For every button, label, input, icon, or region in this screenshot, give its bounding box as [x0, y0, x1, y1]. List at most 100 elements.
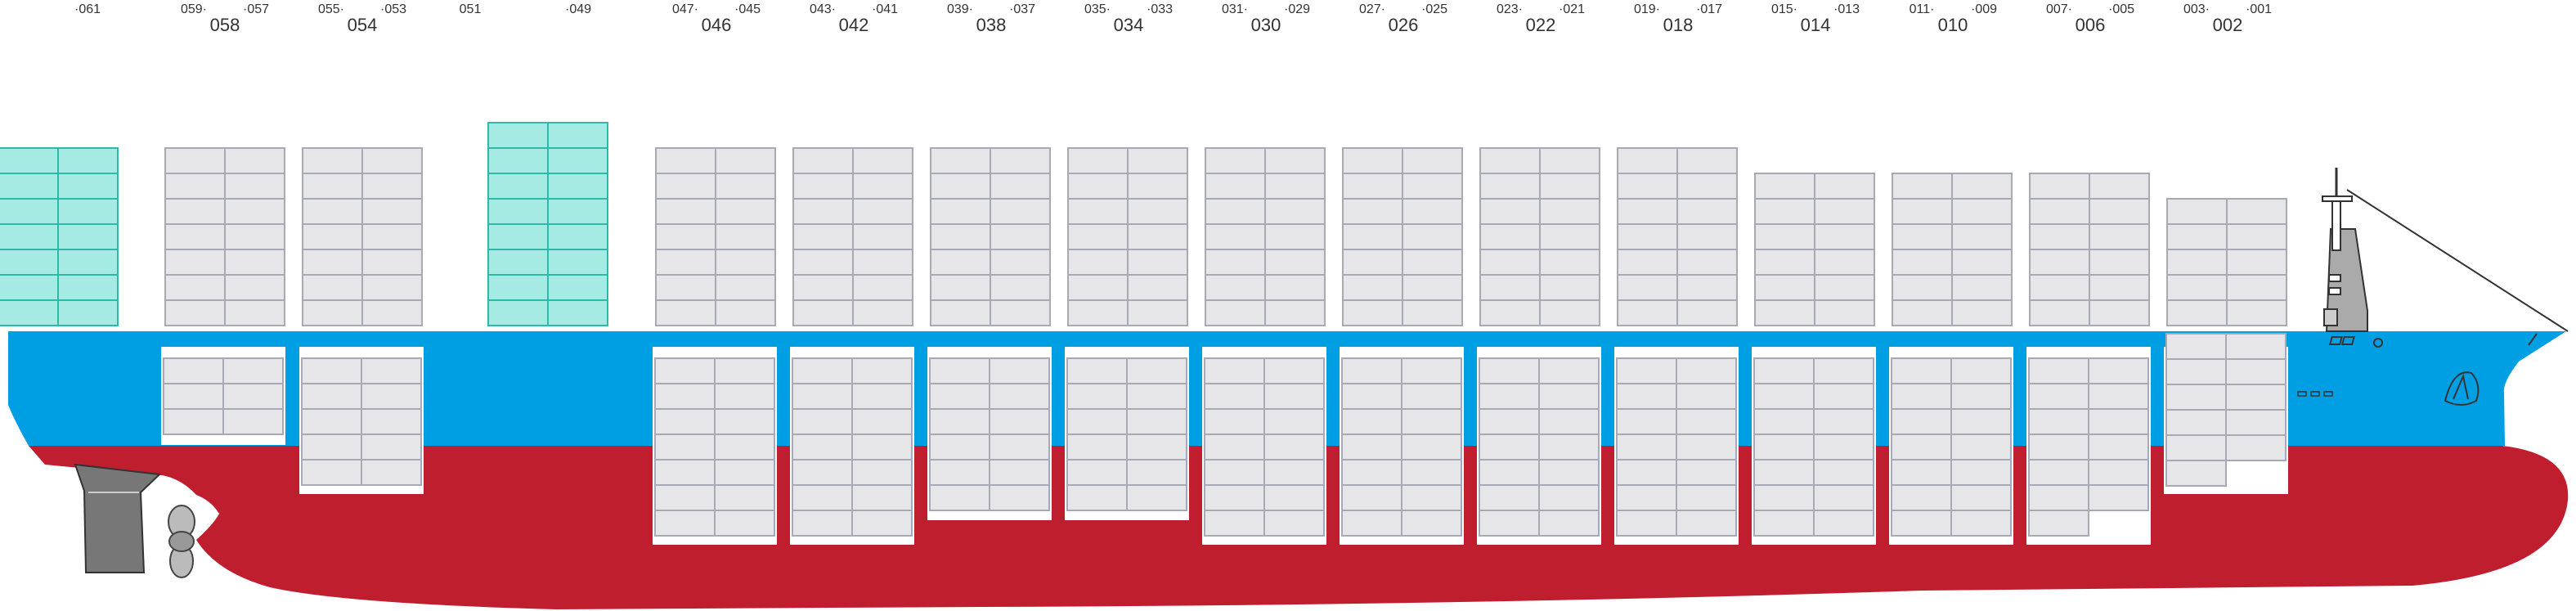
hold-container-042-t4-c2 [851, 434, 913, 460]
hold-container-038-t3-c1 [929, 408, 990, 435]
hold-container-002-t1-c1 [2165, 333, 2227, 360]
deck-container-002-t1-c2 [2226, 299, 2287, 326]
deck-container-046-t2-c1 [655, 274, 716, 301]
hold-container-042-t5-c2 [851, 459, 913, 486]
hold-container-006-t5-c1 [2028, 459, 2089, 486]
hold-container-014-t7-c2 [1813, 510, 1874, 537]
deck-container-022-t2-c2 [1539, 274, 1600, 301]
deck-container-042-t6-c2 [852, 173, 913, 200]
bay-label-025: ·025 [1420, 2, 1448, 16]
hold-container-042-t2-c1 [792, 383, 853, 410]
bay-label-007: 007· [2045, 2, 2073, 16]
deck-container-026-t7-c1 [1342, 147, 1403, 174]
deck-container-022-t1-c2 [1539, 299, 1600, 326]
deck-container-010-t4-c2 [1951, 223, 2013, 250]
hold-container-006-t6-c1 [2028, 484, 2089, 511]
deck-container-034-t1-c1 [1067, 299, 1129, 326]
deck-container-006-t2-c2 [2089, 274, 2150, 301]
hold-container-038-t5-c2 [989, 459, 1050, 486]
deck-container-061-t2-c1 [0, 274, 59, 301]
hold-container-010-t2-c2 [1950, 383, 2012, 410]
hold-container-014-t4-c2 [1813, 434, 1874, 460]
deck-container-054-t1-c1 [302, 299, 363, 326]
deck-container-006-t2-c1 [2029, 274, 2090, 301]
hold-container-034-t1-c2 [1126, 357, 1187, 384]
deck-container-018-t5-c2 [1676, 198, 1738, 225]
deck-container-026-t6-c2 [1402, 173, 1463, 200]
deck-stack-061 [0, 147, 119, 326]
deck-container-026-t5-c2 [1402, 198, 1463, 225]
deck-container-026-t1-c2 [1402, 299, 1463, 326]
hold-container-054-t5-c2 [361, 459, 422, 486]
deck-stack-014 [1754, 173, 1875, 326]
bay-label-023: 023· [1496, 2, 1524, 16]
deck-container-030-t6-c2 [1264, 173, 1326, 200]
deck-container-049-t3-c2 [547, 249, 608, 276]
deck-container-049-t2-c2 [547, 274, 608, 301]
deck-container-046-t5-c1 [655, 198, 716, 225]
bay-label-061: ·061 [74, 2, 101, 16]
deck-container-018-t6-c1 [1617, 173, 1678, 200]
bay-label-046: 046 [701, 15, 732, 35]
hold-container-034-t4-c1 [1066, 434, 1128, 460]
bay-label-027: 027· [1358, 2, 1386, 16]
hold-container-058-t2-c1 [163, 383, 224, 410]
deck-container-030-t7-c1 [1205, 147, 1266, 174]
deck-container-038-t2-c1 [930, 274, 991, 301]
hold-container-026-t1-c1 [1341, 357, 1402, 384]
deck-container-046-t7-c1 [655, 147, 716, 174]
deck-container-054-t3-c1 [302, 249, 363, 276]
hold-container-002-t3-c2 [2225, 384, 2287, 411]
hold-container-054-t3-c2 [361, 408, 422, 435]
deck-stack-022 [1479, 147, 1600, 326]
hold-container-034-t5-c2 [1126, 459, 1187, 486]
hold-container-030-t7-c2 [1263, 510, 1325, 537]
hold-container-034-t3-c1 [1066, 408, 1128, 435]
deck-container-038-t7-c2 [990, 147, 1051, 174]
deck-container-042-t7-c1 [792, 147, 854, 174]
hold-container-010-t5-c2 [1950, 459, 2012, 486]
hold-container-030-t2-c2 [1263, 383, 1325, 410]
hold-container-006-t2-c2 [2088, 383, 2149, 410]
hold-container-018-t7-c2 [1676, 510, 1737, 537]
deck-container-058-t3-c2 [224, 249, 285, 276]
hold-container-042-t7-c2 [851, 510, 913, 537]
hold-container-006-t5-c2 [2088, 459, 2149, 486]
hold-container-018-t4-c1 [1616, 434, 1677, 460]
deck-container-061-t4-c1 [0, 223, 59, 250]
deck-container-006-t6-c2 [2089, 173, 2150, 200]
bay-label-041: ·041 [871, 2, 899, 16]
deck-container-058-t6-c1 [164, 173, 226, 200]
hold-container-054-t5-c1 [301, 459, 362, 486]
deck-container-049-t7-c2 [547, 147, 608, 174]
deck-container-002-t5-c2 [2226, 198, 2287, 225]
deck-container-049-t1-c2 [547, 299, 608, 326]
hold-container-022-t7-c1 [1479, 510, 1540, 537]
bay-label-011: 011· [1909, 2, 1935, 16]
bay-label-047: 047· [671, 2, 699, 16]
deck-container-002-t2-c1 [2166, 274, 2228, 301]
hold-container-010-t7-c2 [1950, 510, 2012, 537]
deck-container-058-t1-c1 [164, 299, 226, 326]
deck-container-026-t4-c2 [1402, 223, 1463, 250]
deck-container-061-t7-c2 [57, 147, 119, 174]
hold-container-010-t3-c1 [1891, 408, 1952, 435]
deck-container-030-t5-c2 [1264, 198, 1326, 225]
deck-container-058-t7-c2 [224, 147, 285, 174]
hold-container-018-t3-c1 [1616, 408, 1677, 435]
hold-container-058-t1-c2 [222, 357, 284, 384]
hold-container-046-t5-c2 [714, 459, 775, 486]
hold-container-014-t4-c1 [1753, 434, 1815, 460]
hold-container-026-t4-c1 [1341, 434, 1402, 460]
hold-026 [1340, 347, 1464, 545]
hold-container-026-t6-c2 [1401, 484, 1462, 511]
deck-container-049-t6-c1 [487, 173, 549, 200]
deck-container-002-t4-c2 [2226, 223, 2287, 250]
deck-container-058-t4-c1 [164, 223, 226, 250]
deck-container-061-t7-c1 [0, 147, 59, 174]
hold-006 [2026, 347, 2151, 545]
deck-container-026-t2-c1 [1342, 274, 1403, 301]
hold-container-022-t3-c2 [1538, 408, 1600, 435]
bay-label-021: ·021 [1558, 2, 1586, 16]
